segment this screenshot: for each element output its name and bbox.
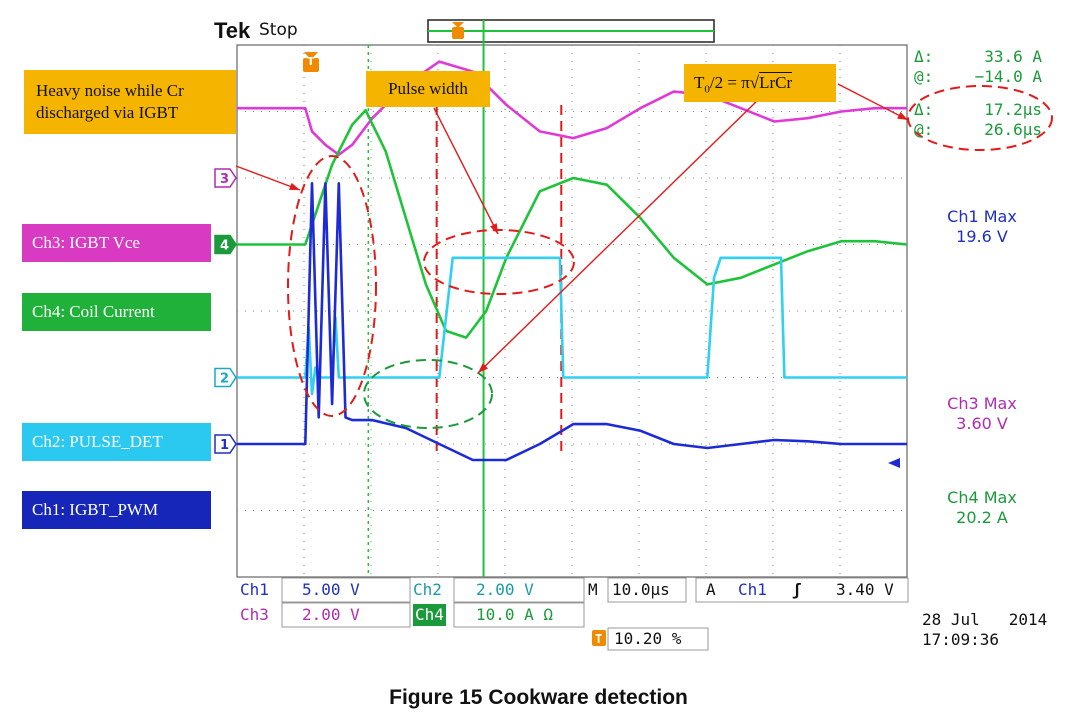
channel-marker-label: 1 bbox=[220, 438, 229, 453]
formula-t: T bbox=[694, 73, 705, 92]
measurement-label: Ch1 Max bbox=[947, 207, 1017, 226]
trigger-marker-letter: T bbox=[307, 55, 315, 68]
settings-frames bbox=[281, 577, 909, 651]
ch4-name: Ch4 bbox=[413, 604, 446, 626]
measurement-ch3-max: Ch3 Max 3.60 V bbox=[912, 394, 1052, 434]
time-at-value: 26.6µs bbox=[984, 120, 1042, 139]
ch3-name: Ch3 bbox=[240, 605, 269, 624]
channel-label-ch3: Ch3: IGBT Vce bbox=[22, 224, 211, 262]
annotation-formula: T0/2 = π√LrCr bbox=[684, 64, 836, 102]
channel-ground-markers: 3 4 2 1 bbox=[214, 168, 237, 454]
channel-marker-label: 4 bbox=[220, 239, 229, 254]
ch3-scale: 2.00 V bbox=[302, 605, 360, 624]
trigger-marker-icon bbox=[303, 52, 319, 72]
trigger-slope-icon: ʃ bbox=[792, 580, 802, 599]
measurement-label: Ch3 Max bbox=[947, 394, 1017, 413]
trigger-position-icon bbox=[592, 630, 606, 646]
measurement-value: 20.2 A bbox=[956, 508, 1008, 527]
measurement-ch1-max: Ch1 Max 19.6 V bbox=[912, 207, 1052, 247]
time-delta-label: Δ: bbox=[914, 100, 934, 119]
ch2-scale: 2.00 V bbox=[476, 580, 534, 599]
channel-label-ch1: Ch1: IGBT_PWM bbox=[22, 491, 211, 529]
channel-marker-ch4 bbox=[214, 234, 237, 255]
timebase-prefix: M bbox=[588, 580, 598, 599]
cursor-lines bbox=[367, 20, 563, 577]
trigger-mode-prefix: A bbox=[706, 580, 716, 599]
trace-ch2 bbox=[237, 256, 907, 396]
time-at-label: @: bbox=[914, 120, 934, 139]
readout-ellipse bbox=[907, 85, 1053, 151]
trace-ch1 bbox=[237, 182, 907, 462]
channel-marker-ch2 bbox=[214, 367, 237, 388]
trigger-position-letter: T bbox=[595, 632, 603, 646]
trigger-source: Ch1 bbox=[738, 580, 767, 599]
pulse-ellipse bbox=[423, 229, 575, 295]
graticule-frame bbox=[236, 44, 908, 578]
formula-subscript: 0 bbox=[704, 83, 710, 96]
amp-delta-label: Δ: bbox=[914, 47, 934, 66]
annotation-line: Heavy noise while Cr bbox=[36, 81, 184, 100]
time-delta-value: 17.2µs bbox=[984, 100, 1042, 119]
formula-arrow bbox=[477, 97, 761, 374]
valley-ellipse bbox=[363, 359, 493, 429]
formula-half: /2 = bbox=[709, 73, 742, 92]
amp-at-value: −14.0 A bbox=[974, 67, 1042, 86]
trigger-position-value: 10.20 % bbox=[614, 629, 682, 648]
waveform-traces bbox=[237, 60, 908, 462]
measurement-label: Ch4 Max bbox=[947, 488, 1017, 507]
ch1-name: Ch1 bbox=[240, 580, 269, 599]
amp-delta-value: 33.6 A bbox=[984, 47, 1042, 66]
readout-arrow-head bbox=[897, 111, 908, 120]
annotation-overlays bbox=[235, 83, 1053, 429]
brand-logo: Tek bbox=[214, 18, 251, 43]
pulse-width-arrow bbox=[433, 107, 499, 235]
trigger-level-arrow-icon bbox=[888, 458, 900, 468]
readout-arrow bbox=[837, 83, 909, 121]
record-trigger-icon bbox=[452, 22, 464, 39]
annotation-line: discharged via IGBT bbox=[36, 103, 179, 122]
formula-pi-root: π√ bbox=[741, 73, 760, 92]
graticule-grid bbox=[237, 45, 907, 577]
pulse-width-arrow-head bbox=[489, 223, 498, 234]
channel-label-ch4: Ch4: Coil Current bbox=[22, 293, 211, 331]
noise-arrow bbox=[235, 165, 301, 191]
timebase-value: 10.0µs bbox=[612, 580, 670, 599]
measurement-value: 19.6 V bbox=[956, 227, 1008, 246]
channel-marker-ch3 bbox=[214, 168, 237, 188]
noise-arrow-head bbox=[289, 182, 300, 190]
annotation-pulse-width: Pulse width bbox=[366, 71, 490, 107]
ch4-scale: 10.0 A Ω bbox=[476, 605, 554, 624]
amp-at-label: @: bbox=[914, 67, 934, 86]
channel-marker-label: 2 bbox=[220, 372, 229, 387]
channel-marker-ch1 bbox=[214, 434, 237, 454]
ch2-name: Ch2 bbox=[413, 580, 442, 599]
acquisition-status: Stop bbox=[259, 20, 298, 40]
channel-marker-label: 3 bbox=[220, 172, 229, 187]
trigger-level: 3.40 V bbox=[836, 580, 894, 599]
acquisition-date: 28 Jul 2014 bbox=[922, 610, 1048, 629]
figure-caption: Figure 15 Cookware detection bbox=[389, 686, 688, 709]
noise-ellipse bbox=[287, 155, 377, 417]
trace-ch3 bbox=[237, 60, 907, 156]
formula-arrow-head bbox=[478, 363, 489, 373]
acquisition-time: 17:09:36 bbox=[922, 630, 1000, 649]
formula-radicand: LrCr bbox=[759, 72, 793, 92]
annotation-heavy-noise: Heavy noise while Cr discharged via IGBT bbox=[24, 70, 236, 134]
measurement-value: 3.60 V bbox=[956, 414, 1008, 433]
ch1-scale: 5.00 V bbox=[302, 580, 360, 599]
measurement-ch4-max: Ch4 Max 20.2 A bbox=[912, 488, 1052, 528]
channel-label-ch2: Ch2: PULSE_DET bbox=[22, 423, 211, 461]
